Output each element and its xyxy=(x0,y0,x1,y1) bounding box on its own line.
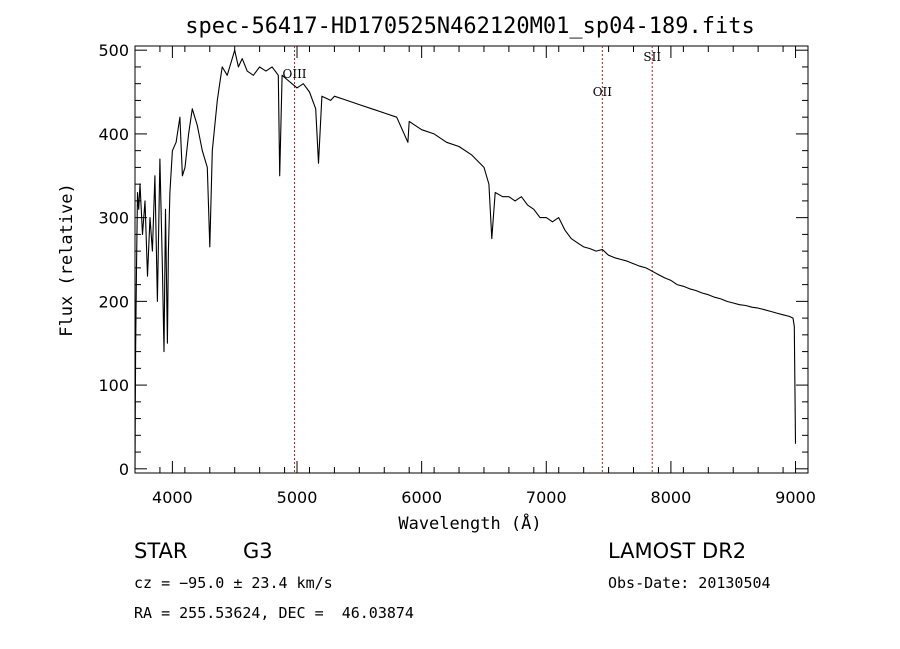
spectral-type: G3 xyxy=(243,539,273,563)
y-tick-label: 100 xyxy=(98,376,129,395)
redshift-line: cz = −95.0 ± 23.4 km/s xyxy=(134,574,333,592)
x-axis-label: Wavelength (Å) xyxy=(398,512,541,534)
x-tick-label: 6000 xyxy=(401,488,442,507)
y-axis-label: Flux (relative) xyxy=(57,183,77,337)
y-tick-label: 0 xyxy=(119,460,129,479)
object-class: STAR xyxy=(134,539,188,563)
x-tick-label: 8000 xyxy=(651,488,692,507)
marker-label: SII xyxy=(643,50,661,64)
obs-date-line: Obs-Date: 20130504 xyxy=(608,574,771,592)
x-tick-label: 4000 xyxy=(152,488,193,507)
marker-label: OIII xyxy=(282,67,306,81)
x-tick-label: 7000 xyxy=(526,488,567,507)
y-tick-label: 500 xyxy=(98,41,129,60)
y-tick-label: 300 xyxy=(98,209,129,228)
y-tick-label: 200 xyxy=(98,292,129,311)
y-tick-label: 400 xyxy=(98,125,129,144)
y-axis: 0 100 200 300 400 500 xyxy=(98,41,808,479)
plot-frame xyxy=(134,45,809,474)
x-tick-label: 5000 xyxy=(277,488,318,507)
x-tick-label: 9000 xyxy=(775,488,816,507)
spectral-line-markers: OIII OII SII xyxy=(282,46,661,473)
survey-name: LAMOST DR2 xyxy=(608,539,747,563)
coordinates-line: RA = 255.53624, DEC = 46.03874 xyxy=(134,604,414,622)
marker-label: OII xyxy=(593,85,613,99)
spectrum-series xyxy=(134,49,797,469)
x-axis: 4000 5000 6000 7000 8000 9000 xyxy=(134,46,816,507)
chart-title: spec-56417-HD170525N462120M01_sp04-189.f… xyxy=(185,14,755,39)
spectrum-line xyxy=(134,49,797,469)
